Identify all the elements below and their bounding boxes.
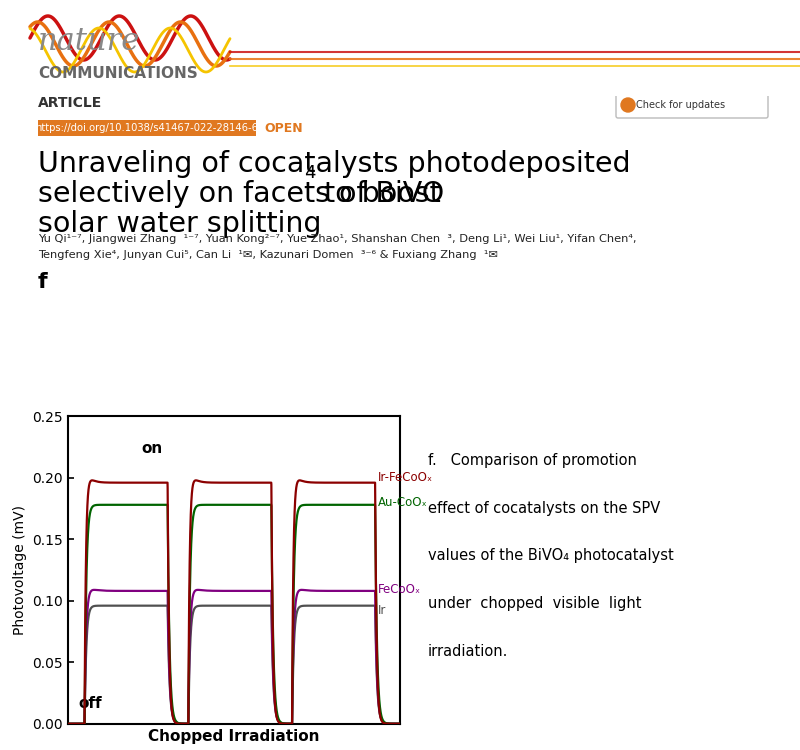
Text: on: on <box>141 441 162 456</box>
Text: values of the BiVO₄ photocatalyst: values of the BiVO₄ photocatalyst <box>428 548 674 563</box>
Text: effect of cocatalysts on the SPV: effect of cocatalysts on the SPV <box>428 501 660 516</box>
Text: 4: 4 <box>304 164 315 182</box>
Text: COMMUNICATIONS: COMMUNICATIONS <box>38 67 198 82</box>
Text: to boost: to boost <box>315 180 441 208</box>
Text: nature: nature <box>38 26 140 56</box>
Text: Yu Qi¹⁻⁷, Jiangwei Zhang  ¹⁻⁷, Yuan Kong²⁻⁷, Yue Zhao¹, Shanshan Chen  ³, Deng L: Yu Qi¹⁻⁷, Jiangwei Zhang ¹⁻⁷, Yuan Kong²… <box>38 234 637 244</box>
FancyBboxPatch shape <box>616 92 768 118</box>
Text: solar water splitting: solar water splitting <box>38 210 322 238</box>
Text: Ir-FeCoOₓ: Ir-FeCoOₓ <box>378 471 433 484</box>
Text: f: f <box>38 272 48 292</box>
Text: Unraveling of cocatalysts photodeposited: Unraveling of cocatalysts photodeposited <box>38 150 630 178</box>
Circle shape <box>621 98 635 112</box>
Text: under  chopped  visible  light: under chopped visible light <box>428 596 642 611</box>
Text: selectively on facets of BiVO: selectively on facets of BiVO <box>38 180 444 208</box>
Text: f.   Comparison of promotion: f. Comparison of promotion <box>428 453 637 468</box>
FancyBboxPatch shape <box>38 120 256 136</box>
Text: Au-CoOₓ: Au-CoOₓ <box>378 496 427 508</box>
Text: https://doi.org/10.1038/s41467-022-28146-6: https://doi.org/10.1038/s41467-022-28146… <box>35 123 258 133</box>
X-axis label: Chopped Irradiation: Chopped Irradiation <box>148 729 320 744</box>
Text: Tengfeng Xie⁴, Junyan Cui⁵, Can Li  ¹✉, Kazunari Domen  ³⁻⁶ & Fuxiang Zhang  ¹✉: Tengfeng Xie⁴, Junyan Cui⁵, Can Li ¹✉, K… <box>38 250 498 260</box>
Text: OPEN: OPEN <box>264 122 302 134</box>
Text: irradiation.: irradiation. <box>428 644 508 658</box>
Text: ARTICLE: ARTICLE <box>38 96 102 110</box>
Y-axis label: Photovoltage (mV): Photovoltage (mV) <box>13 505 27 635</box>
Text: FeCoOₓ: FeCoOₓ <box>378 584 421 596</box>
Text: Ir: Ir <box>378 604 386 617</box>
Text: Check for updates: Check for updates <box>636 100 725 110</box>
Text: off: off <box>78 696 102 711</box>
